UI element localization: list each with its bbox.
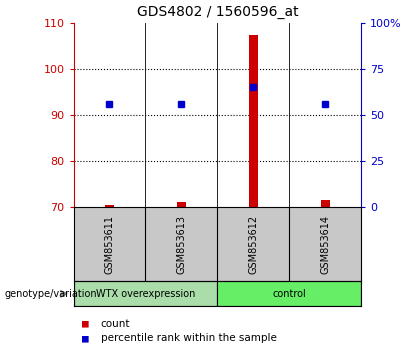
- Text: percentile rank within the sample: percentile rank within the sample: [101, 333, 277, 343]
- Bar: [321, 200, 330, 207]
- Bar: [218, 281, 361, 306]
- Bar: [249, 34, 257, 207]
- Bar: [105, 205, 114, 207]
- Text: GSM853611: GSM853611: [105, 215, 115, 274]
- Bar: [177, 202, 186, 207]
- Text: ■: ■: [82, 333, 89, 343]
- Text: ■: ■: [82, 319, 89, 329]
- Text: GSM853614: GSM853614: [320, 215, 330, 274]
- Bar: [74, 281, 218, 306]
- Text: control: control: [273, 289, 306, 299]
- Text: WTX overexpression: WTX overexpression: [96, 289, 195, 299]
- Title: GDS4802 / 1560596_at: GDS4802 / 1560596_at: [136, 5, 298, 19]
- Text: genotype/variation: genotype/variation: [4, 289, 97, 299]
- Text: GSM853612: GSM853612: [248, 215, 258, 274]
- Text: count: count: [101, 319, 130, 329]
- Text: GSM853613: GSM853613: [176, 215, 186, 274]
